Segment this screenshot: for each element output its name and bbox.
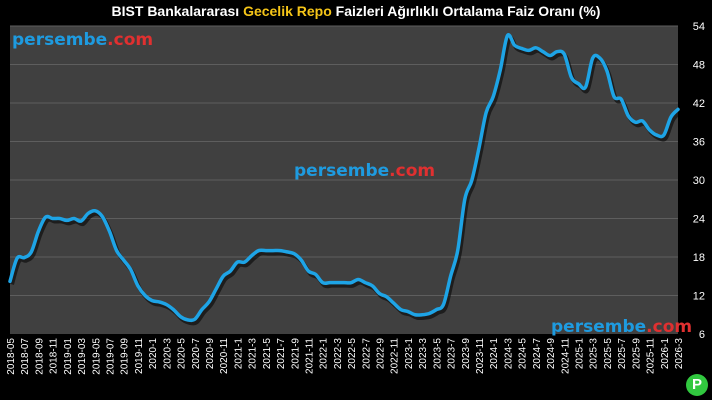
x-tick-label: 2024-1 <box>489 338 500 370</box>
watermark-bottom-right: persembe.com <box>551 317 692 337</box>
y-tick-label: 42 <box>693 98 705 110</box>
x-tick-label: 2025-11 <box>646 338 657 374</box>
x-tick-label: 2019-05 <box>91 338 102 375</box>
x-tick-label: 2026-3 <box>674 338 685 370</box>
x-tick-label: 2018-09 <box>34 338 45 375</box>
title-part2: Faizleri Ağırlıklı Ortalama Faiz Oranı (… <box>331 3 601 19</box>
x-tick-label: 2021-3 <box>248 338 259 370</box>
x-tick-label: 2024-7 <box>532 338 543 370</box>
y-tick-label: 18 <box>693 252 705 264</box>
watermark-center: persembe.com <box>294 161 435 181</box>
title-part1: BIST Bankalararası <box>111 3 244 19</box>
brand-logo-icon: P <box>686 374 708 396</box>
x-tick-label: 2020-5 <box>177 338 188 370</box>
watermark-top-left: persembe.com <box>12 30 153 50</box>
x-tick-label: 2022-11 <box>390 338 401 374</box>
y-tick-label: 12 <box>693 291 705 303</box>
x-tick-label: 2019-07 <box>105 338 116 375</box>
x-tick-label: 2022-5 <box>347 338 358 370</box>
y-tick-label: 48 <box>693 60 705 72</box>
x-tick-label: 2022-9 <box>376 338 387 370</box>
x-tick-label: 2025-9 <box>631 338 642 370</box>
x-tick-label: 2019-11 <box>134 338 145 374</box>
x-tick-label: 2024-9 <box>546 338 557 370</box>
x-tick-label: 2019-09 <box>120 338 131 375</box>
y-axis-ticks: 6 12 18 24 30 36 42 48 54 <box>693 21 705 341</box>
x-tick-label: 2025-7 <box>617 338 628 370</box>
y-tick-label: 24 <box>693 214 705 226</box>
x-tick-label: 2021-9 <box>290 338 301 370</box>
series-line <box>8 33 680 323</box>
x-tick-label: 2021-11 <box>304 338 315 374</box>
x-tick-label: 2023-1 <box>404 338 415 370</box>
x-tick-label: 2023-5 <box>432 338 443 370</box>
y-tick-label: 36 <box>693 137 705 149</box>
x-tick-label: 2023-9 <box>461 338 472 370</box>
x-tick-label: 2020-1 <box>148 338 159 370</box>
x-tick-label: 2024-5 <box>518 338 529 370</box>
watermark-tld: .com <box>107 30 154 50</box>
x-tick-label: 2024-3 <box>503 338 514 370</box>
x-tick-label: 2021-1 <box>233 338 244 370</box>
x-tick-label: 2021-7 <box>276 338 287 370</box>
watermark-brand: persembe <box>294 161 390 181</box>
x-tick-label: 2021-5 <box>262 338 273 370</box>
x-tick-label: 2019-01 <box>63 338 74 375</box>
watermark-tld: .com <box>389 161 436 181</box>
watermark-brand: persembe <box>12 30 108 50</box>
y-tick-label: 54 <box>693 21 705 33</box>
x-axis-ticks: 2018-05 2018-07 2018-09 2018-11 2019-01 2019-… <box>6 338 685 375</box>
x-tick-label: 2024-11 <box>560 338 571 374</box>
title-highlight: Gecelik Repo <box>243 3 332 19</box>
x-tick-label: 2023-11 <box>475 338 486 374</box>
x-tick-label: 2020-7 <box>191 338 202 370</box>
chart-title: BIST Bankalararası Gecelik Repo Faizleri… <box>0 0 712 22</box>
y-tick-label: 30 <box>693 175 705 187</box>
x-tick-label: 2019-03 <box>77 338 88 375</box>
x-tick-label: 2025-5 <box>603 338 614 370</box>
x-tick-label: 2018-05 <box>6 338 17 375</box>
x-tick-label: 2020-3 <box>162 338 173 370</box>
watermark-brand: persembe <box>551 317 647 337</box>
x-tick-label: 2025-1 <box>575 338 586 370</box>
x-tick-label: 2023-7 <box>447 338 458 370</box>
x-tick-label: 2022-3 <box>333 338 344 370</box>
x-tick-label: 2020-11 <box>219 338 230 374</box>
x-tick-label: 2023-3 <box>418 338 429 370</box>
x-tick-label: 2022-7 <box>361 338 372 370</box>
series-group <box>8 33 682 326</box>
x-tick-label: 2022-1 <box>319 338 330 370</box>
x-tick-label: 2026-1 <box>660 338 671 370</box>
watermark-tld: .com <box>646 317 693 337</box>
x-tick-label: 2020-9 <box>205 338 216 370</box>
x-tick-label: 2018-11 <box>49 338 60 374</box>
x-tick-label: 2025-3 <box>589 338 600 370</box>
y-tick-label: 6 <box>699 329 705 341</box>
x-tick-label: 2018-07 <box>20 338 31 375</box>
